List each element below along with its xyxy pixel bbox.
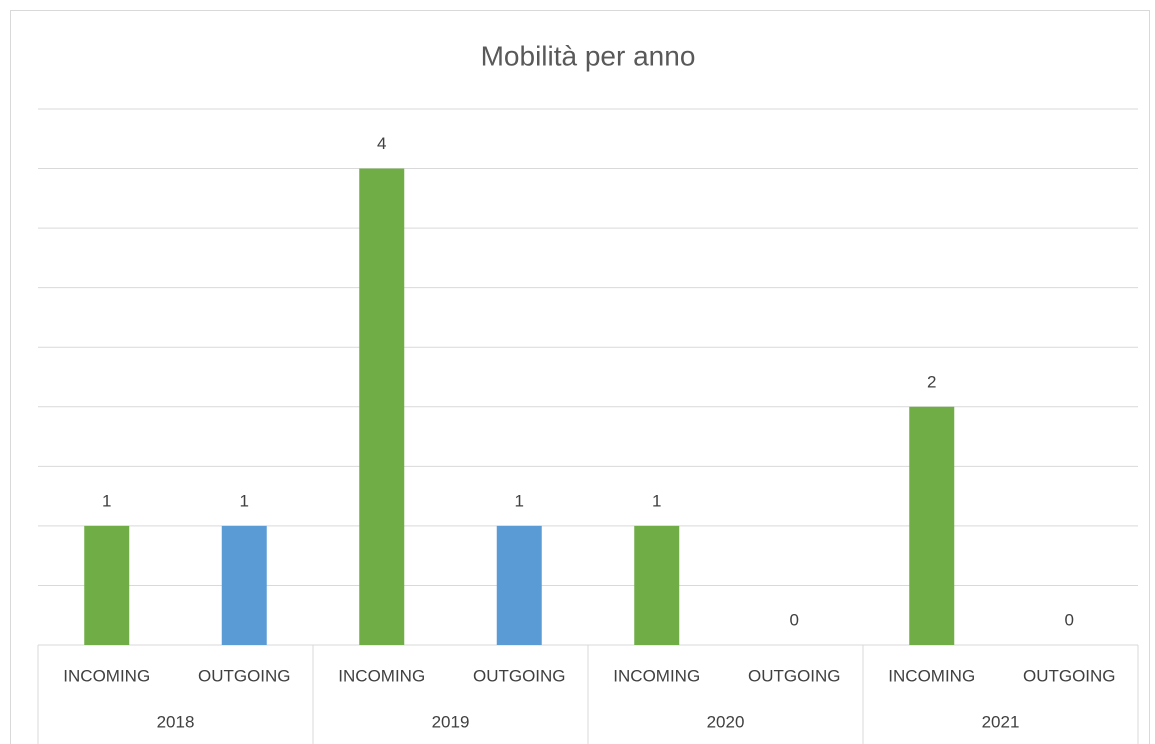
group-label: 2021 [982, 712, 1020, 731]
data-label: 0 [1065, 610, 1074, 629]
x-tick-label: OUTGOING [198, 666, 291, 685]
x-tick-label: OUTGOING [473, 666, 566, 685]
bar [496, 525, 542, 645]
data-label: 1 [515, 491, 524, 510]
x-tick-label: OUTGOING [1023, 666, 1116, 685]
group-label: 2019 [432, 712, 470, 731]
x-tick-label: OUTGOING [748, 666, 841, 685]
bar [84, 525, 130, 645]
data-label: 0 [790, 610, 799, 629]
chart-frame [10, 10, 1150, 744]
x-tick-label: INCOMING [613, 666, 700, 685]
bar [634, 525, 680, 645]
x-tick-label: INCOMING [338, 666, 425, 685]
x-tick-label: INCOMING [63, 666, 150, 685]
bar [221, 525, 267, 645]
bar [359, 168, 405, 646]
bar [909, 406, 955, 645]
data-label: 4 [377, 134, 386, 153]
data-label: 2 [927, 372, 936, 391]
x-tick-label: INCOMING [888, 666, 975, 685]
data-label: 1 [102, 491, 111, 510]
data-label: 1 [652, 491, 661, 510]
data-label: 1 [240, 491, 249, 510]
chart-title: Mobilità per anno [481, 40, 696, 71]
group-label: 2020 [707, 712, 745, 731]
group-label: 2018 [157, 712, 195, 731]
